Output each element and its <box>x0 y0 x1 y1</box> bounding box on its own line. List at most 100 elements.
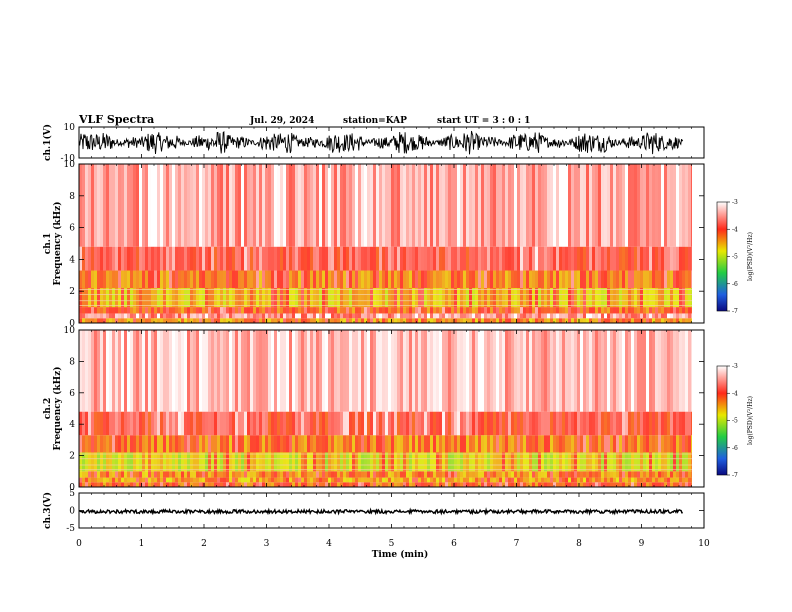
ch1-spectrogram-cell <box>430 164 433 247</box>
ch1-spectrogram-cell <box>418 313 421 319</box>
ch1-spectrogram-cell <box>406 288 409 308</box>
ch1-spectrogram-cell <box>448 246 451 271</box>
ch2-spectrogram-cell <box>541 471 544 478</box>
ch2-spectrogram-cell <box>670 452 673 472</box>
ch2-spectrogram-cell <box>142 477 145 483</box>
ch1-spectrogram-cell <box>664 270 667 289</box>
ch2-spectrogram-cell <box>295 477 298 483</box>
ch1-spectrogram-cell <box>553 164 556 247</box>
ch2-spectrogram-cell <box>388 477 391 483</box>
ch1-spectrogram-cell <box>496 164 499 247</box>
ch2-spectrogram-cell <box>418 411 421 436</box>
ch2-spectrogram-cell <box>154 452 157 472</box>
ch1-spectrogram-cell <box>475 288 478 308</box>
ch1-spectrogram-cell <box>580 307 583 314</box>
ch2-spectrogram-cell <box>316 411 319 436</box>
ch2-spectrogram-cell <box>625 435 628 453</box>
ch2-spectrogram-cell <box>676 452 679 472</box>
ch1-spectrogram-cell <box>217 318 220 323</box>
ch2-spectrogram-cell <box>268 435 271 453</box>
ch1-spectrogram-cell <box>118 270 121 289</box>
ch1-spectrogram-cell <box>562 164 565 247</box>
ch1-spectrogram-cell <box>496 318 499 323</box>
ch1-spectrogram-cell <box>649 288 652 308</box>
ch2-colorbar-bar <box>716 365 728 476</box>
ch1-spectrogram-cell <box>235 288 238 308</box>
ch2-spectrogram-cell <box>433 435 436 453</box>
ch2-spectrogram-cell <box>481 482 484 487</box>
ch2-spectrogram-cell <box>370 482 373 487</box>
ch1-spectrogram-cell <box>244 288 247 308</box>
ch1-spectrogram-cell <box>271 270 274 289</box>
ch2-spectrogram-cell <box>361 482 364 487</box>
ch1-spectrogram-cell <box>637 288 640 308</box>
ch2-spectrogram-cell <box>133 411 136 436</box>
ch2-spectrogram-cell <box>391 471 394 478</box>
ch2-spectrogram-cell <box>580 471 583 478</box>
ch2-spectrogram-cell <box>181 477 184 483</box>
x-tick-label: 1 <box>139 539 145 549</box>
ch2-spectrogram-cell <box>562 482 565 487</box>
ch2-spectrogram-cell <box>154 477 157 483</box>
ch1-spectrogram-cell <box>298 318 301 323</box>
ch1-spectrogram-cell <box>139 318 142 323</box>
ch1-spectrogram-cell <box>376 318 379 323</box>
ch1-spectrogram-cell <box>421 270 424 289</box>
ch2-spectrogram-cell <box>526 411 529 436</box>
ch2-spectrogram-cell <box>682 411 685 436</box>
ch2-spectrogram-cell <box>595 435 598 453</box>
ch1-spectrogram-cell <box>565 313 568 319</box>
ch2-spectrogram-cell <box>340 471 343 478</box>
ch2-spectrogram-cell <box>262 471 265 478</box>
ch2-spectrogram-cell <box>214 435 217 453</box>
ch2-spectrogram-cell <box>457 482 460 487</box>
ch1-spectrogram-cell <box>112 164 115 247</box>
ch2-spectrogram-cell <box>343 452 346 472</box>
ch1-spectrogram-cell <box>274 288 277 308</box>
ch1-spectrogram-cell <box>445 307 448 314</box>
ch1-spectrogram-cell <box>325 246 328 271</box>
ch2-spectrogram-cell <box>109 330 112 412</box>
ch1-spectrogram-cell <box>622 270 625 289</box>
ch1-spectrogram-cell <box>562 270 565 289</box>
ch1-spectrogram-cell <box>529 288 532 308</box>
ch2-spectrogram-cell <box>334 482 337 487</box>
ch1-spectrogram-cell <box>106 246 109 271</box>
ch1-spectrogram-cell <box>400 270 403 289</box>
ch2-spectrogram-cell <box>610 452 613 472</box>
ch2-spectrogram-cell <box>661 411 664 436</box>
ch1-spectrogram-cell <box>460 164 463 247</box>
ch2-spectrogram-cell <box>418 452 421 472</box>
ch1-spectrogram-cell <box>268 246 271 271</box>
ch1-spectrogram-cell <box>559 270 562 289</box>
ch2-spectrogram-cell <box>370 411 373 436</box>
ch1-spectrogram-cell <box>100 246 103 271</box>
ch2-spectrogram-cell <box>601 477 604 483</box>
ch2-spectrogram-cell <box>592 411 595 436</box>
ch2-spectrogram-cell <box>688 330 691 412</box>
ch2-spectrogram-cell <box>427 411 430 436</box>
ch2-spectrogram-cell <box>283 452 286 472</box>
ch1-spectrogram-cell <box>652 307 655 314</box>
ch1-spectrogram-cell <box>115 307 118 314</box>
ch2-spectrogram-cell <box>640 330 643 412</box>
x-tick-label: 10 <box>698 539 710 549</box>
ch2-spectrogram-cell <box>502 477 505 483</box>
ch1-spectrogram-cell <box>250 246 253 271</box>
ch1-spectrogram-cell <box>388 246 391 271</box>
ch1-spectrogram-cell <box>298 313 301 319</box>
ch2-spectrogram-cell <box>157 477 160 483</box>
ch2-spectrogram-cell <box>100 471 103 478</box>
ch2-spectrogram-cell <box>367 452 370 472</box>
ch1-spectrogram-cell <box>658 318 661 323</box>
ch2-spectrogram-cell <box>376 330 379 412</box>
ch1-spectrogram-cell <box>502 246 505 271</box>
ch1-spectrogram-cell <box>223 307 226 314</box>
ch1-spectrogram-cell <box>265 164 268 247</box>
ch2-spectrogram-cell <box>469 435 472 453</box>
ch1-spectrogram-cell <box>124 164 127 247</box>
ch1-spectrogram-cell <box>406 318 409 323</box>
ch1-spectrogram-cell <box>277 246 280 271</box>
ch2-spectrogram-cell <box>520 330 523 412</box>
ch1-spectrogram-cell <box>472 246 475 271</box>
